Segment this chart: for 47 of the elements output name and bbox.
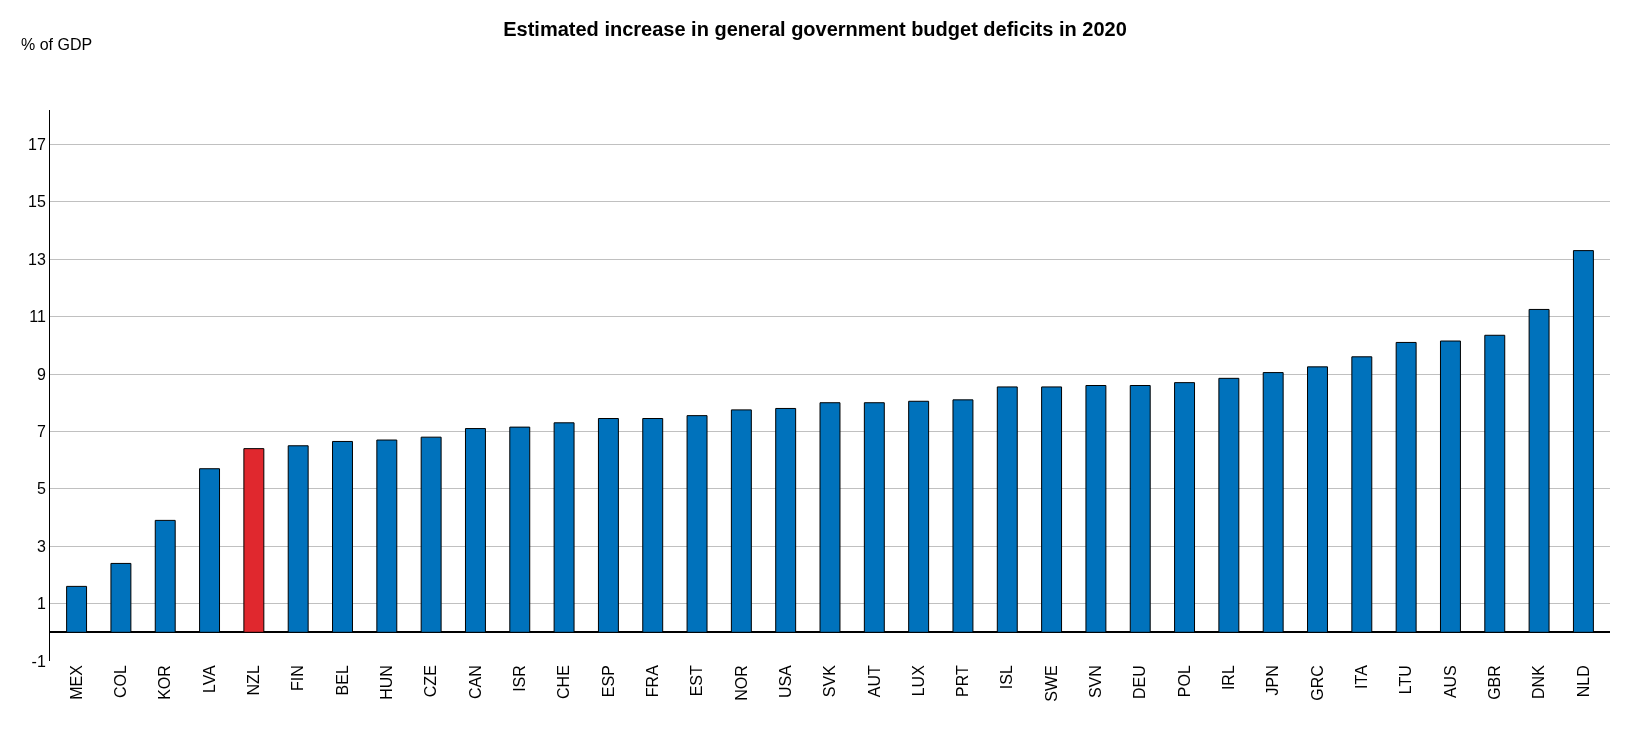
x-tick-label: DNK — [1530, 664, 1548, 699]
x-tick-label: PRT — [954, 664, 972, 697]
y-tick-label: 17 — [28, 136, 46, 154]
x-tick-label: AUS — [1441, 665, 1459, 699]
y-tick-label: 3 — [36, 537, 46, 555]
y-tick-label: -1 — [31, 652, 46, 670]
y-tick-label: 11 — [29, 308, 46, 326]
y-tick-label: 7 — [36, 423, 46, 441]
x-tick-label: LTU — [1397, 665, 1415, 695]
x-tick-label: NLD — [1574, 665, 1592, 698]
x-tick-label: HUN — [378, 665, 396, 700]
x-tick-label: COL — [112, 665, 130, 699]
x-tick-label: ISR — [510, 665, 528, 692]
x-tick-label: JPN — [1264, 665, 1282, 696]
y-tick-label: 13 — [28, 250, 46, 268]
chart-title: Estimated increase in general government budget deficits in 2020 — [503, 17, 1127, 40]
x-tick-label: GBR — [1485, 665, 1503, 700]
x-tick-label: FRA — [643, 664, 661, 698]
x-tick-label: ESP — [599, 665, 617, 698]
x-tick-label: EST — [688, 664, 706, 697]
x-tick-label: FIN — [289, 665, 307, 691]
x-tick-label: KOR — [156, 665, 174, 700]
x-tick-label: GRC — [1308, 665, 1326, 701]
x-tick-label: CHE — [555, 665, 573, 699]
x-tick-label: SWE — [1042, 665, 1060, 702]
y-axis-title: % of GDP — [21, 36, 93, 53]
x-tick-label: IRL — [1220, 665, 1238, 691]
x-tick-label: LVA — [200, 664, 218, 694]
x-tick-label: USA — [776, 664, 794, 699]
y-tick-label: 9 — [36, 365, 46, 383]
x-tick-label: SVN — [1087, 665, 1105, 699]
x-tick-label: AUT — [865, 664, 883, 698]
y-tick-label: 15 — [28, 193, 46, 211]
x-tick-label: NOR — [732, 665, 750, 701]
x-tick-label: CAN — [466, 665, 484, 699]
y-tick-label: 1 — [36, 595, 46, 613]
x-tick-label: POL — [1175, 665, 1193, 698]
y-tick-label: 5 — [36, 480, 46, 498]
x-tick-label: NZL — [245, 665, 263, 696]
x-tick-label: BEL — [333, 665, 351, 696]
x-tick-label: ITA — [1353, 664, 1371, 689]
x-tick-label: ISL — [998, 665, 1016, 690]
x-tick-label: DEU — [1131, 665, 1149, 699]
x-tick-label: CZE — [422, 665, 440, 698]
x-tick-label: SVK — [821, 664, 839, 698]
x-tick-label: MEX — [67, 664, 85, 700]
x-tick-label: LUX — [909, 664, 927, 697]
